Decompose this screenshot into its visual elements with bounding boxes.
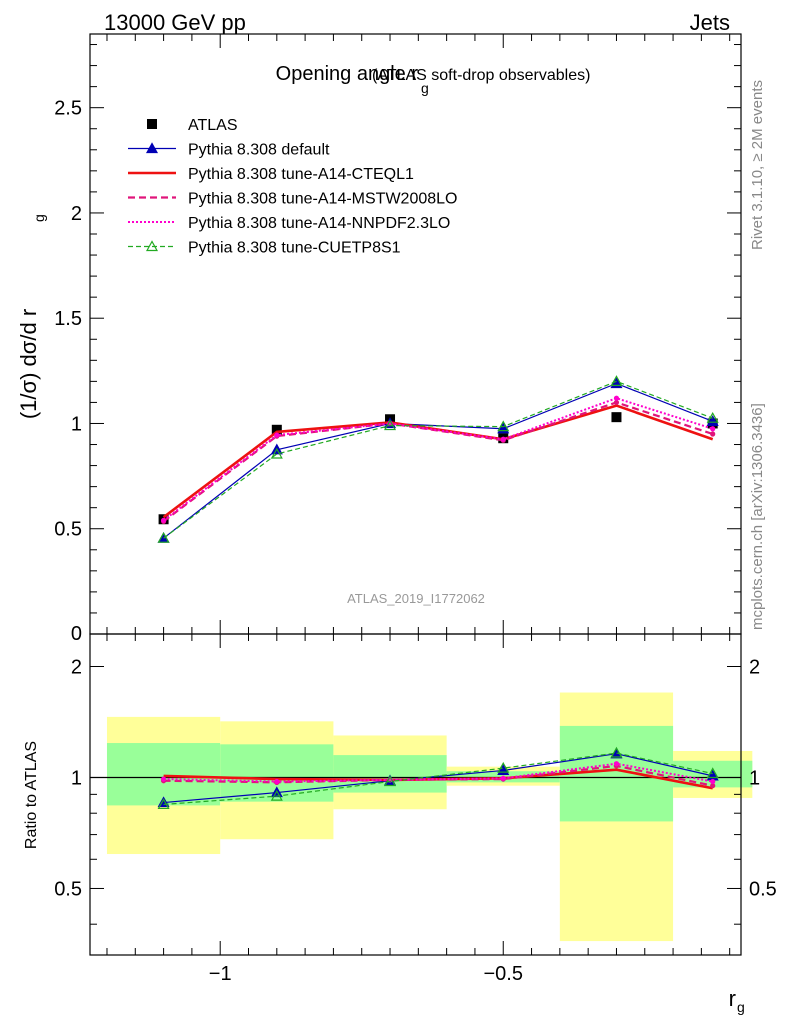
energy-label: 13000 GeV pp — [104, 10, 246, 35]
ratio-y-tick-label: 1 — [71, 767, 82, 789]
legend-swatch — [147, 119, 157, 129]
legend-item-atlas: ATLAS — [147, 117, 238, 134]
legend-marker — [145, 240, 159, 252]
legend-label: Pythia 8.308 tune-CUETP8S1 — [188, 240, 401, 257]
y-tick-label: 1.5 — [54, 308, 82, 330]
cuetp8s1-data-point — [270, 789, 283, 801]
analysis-id: ATLAS_2019_I1772062 — [347, 591, 485, 606]
y-tick-label: 0.5 — [54, 519, 82, 541]
mcplots-label: mcplots.cern.ch [arXiv:1306.3436] — [749, 403, 766, 630]
ratio-y-axis-label: Ratio to ATLAS — [23, 741, 40, 849]
y-axis-label-subscript: g — [31, 214, 47, 222]
mstw-data-point — [710, 783, 716, 789]
nnpdf-data-point — [710, 426, 716, 432]
nnpdf-data-point — [613, 395, 620, 401]
x-tick-label: −1 — [209, 963, 232, 985]
legend-item-default: Pythia 8.308 default — [128, 142, 330, 159]
ratio-panel: 0.5 0.5 1 1 2 2 −1 −0.5 — [54, 633, 777, 985]
legend-marker — [145, 142, 159, 154]
uncertainty-band-inner — [106, 743, 221, 806]
cuetp8s1-series-line — [163, 752, 713, 806]
cuetp8s1-data-point — [497, 761, 510, 773]
nnpdf-data-point — [500, 436, 506, 442]
cuetp8s1-data-point — [706, 411, 719, 423]
nnpdf-data-point — [710, 778, 716, 785]
ratio-y-tick-label-right: 0.5 — [749, 878, 777, 900]
nnpdf-data-point — [160, 776, 167, 782]
legend-label: Pythia 8.308 tune-A14-MSTW2008LO — [188, 191, 457, 208]
mstw-series-line — [163, 764, 713, 787]
default-series-line — [163, 382, 713, 539]
legend-item-cuetp8s1: Pythia 8.308 tune-CUETP8S1 — [128, 240, 401, 257]
nnpdf-data-point — [613, 761, 620, 767]
y-axis-label: (1/σ) dσ/d r — [16, 309, 41, 419]
legend-item-mstw: Pythia 8.308 tune-A14-MSTW2008LO — [128, 191, 457, 208]
y-tick-label: 1 — [71, 413, 82, 435]
legend-item-cteql1: Pythia 8.308 tune-A14-CTEQL1 — [128, 166, 414, 183]
cuetp8s1-data-point — [157, 531, 170, 543]
plot-title-note: (ATLAS soft-drop observables) — [372, 67, 590, 84]
category-label: Jets — [690, 10, 730, 35]
legend-label: ATLAS — [188, 117, 238, 134]
ratio-y-tick-label-right: 1 — [749, 767, 760, 789]
plot-title: Opening angle r — [276, 63, 419, 85]
nnpdf-data-point — [274, 432, 280, 438]
cuetp8s1-data-point — [706, 767, 719, 779]
nnpdf-data-point — [160, 517, 167, 523]
cteql1-series-line — [163, 768, 713, 790]
default-data-point — [706, 415, 719, 426]
legend-label: Pythia 8.308 tune-A14-NNPDF2.3LO — [188, 215, 450, 232]
atlas-data-point — [271, 424, 282, 435]
ratio-y-tick-label-right: 2 — [749, 656, 760, 678]
cuetp8s1-data-point — [610, 375, 623, 386]
cuetp8s1-data-point — [384, 775, 397, 787]
cuetp8s1-data-point — [497, 420, 510, 432]
mstw-data-point — [613, 399, 620, 406]
y-tick-label: 2 — [71, 203, 82, 225]
atlas-data-point — [611, 412, 622, 423]
plot-title-subscript: g — [421, 80, 429, 96]
y-tick-label: 2.5 — [54, 98, 82, 120]
x-tick-label: −0.5 — [484, 963, 523, 985]
cuetp8s1-data-point — [610, 746, 623, 758]
cteql1-series-line — [162, 404, 714, 519]
nnpdf-series-line — [162, 397, 713, 522]
y-tick-label-zero: 0 — [71, 623, 82, 645]
cuetp8s1-data-point — [384, 419, 397, 431]
nnpdf-data-point — [500, 775, 506, 781]
legend-label: Pythia 8.308 tune-A14-CTEQL1 — [188, 166, 414, 183]
x-axis-label-subscript: g — [737, 999, 745, 1015]
cuetp8s1-data-point — [270, 447, 283, 459]
legend: ATLAS Pythia 8.308 default Pythia 8.308 tu… — [128, 117, 457, 257]
uncertainty-band-inner — [333, 755, 447, 793]
main-panel: Opening angle r g (ATLAS soft-drop obser… — [54, 33, 742, 645]
default-series-line — [163, 753, 713, 804]
cuetp8s1-data-point — [157, 798, 170, 810]
legend-item-nnpdf: Pythia 8.308 tune-A14-NNPDF2.3LO — [128, 215, 450, 232]
cuetp8s1-series-line — [163, 380, 713, 539]
nnpdf-data-point — [274, 778, 280, 785]
mstw-series-line — [162, 401, 714, 523]
rivet-label: Rivet 3.1.10, ≥ 2M events — [749, 80, 766, 250]
legend-label: Pythia 8.308 default — [188, 142, 330, 159]
mstw-data-point — [710, 431, 716, 437]
ratio-y-tick-label: 2 — [71, 656, 82, 678]
x-axis-label: r — [729, 986, 736, 1011]
ratio-y-tick-label: 0.5 — [54, 878, 82, 900]
